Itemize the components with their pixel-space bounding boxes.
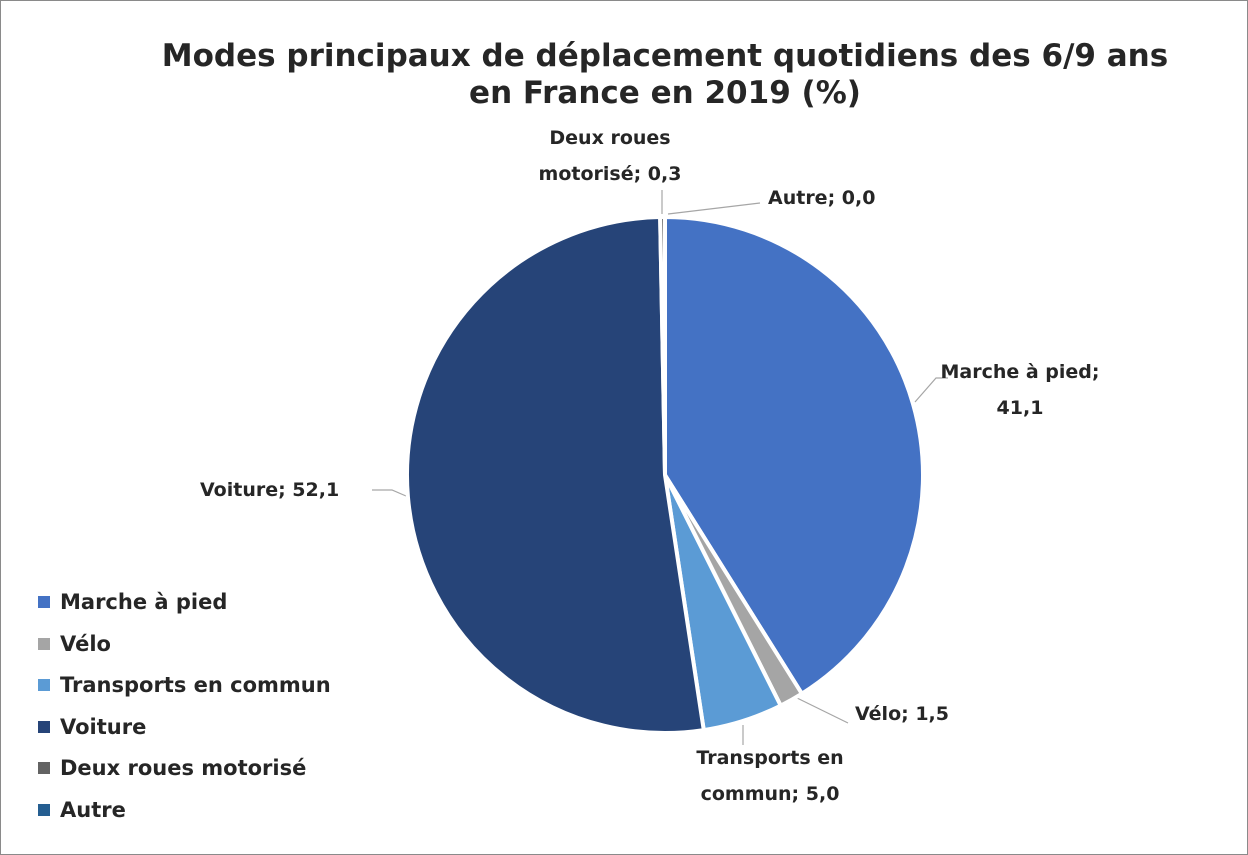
chart-title: Modes principaux de déplacement quotidie… (161, 38, 1169, 111)
legend-item: Deux roues motorisé (38, 756, 306, 780)
legend-swatch (38, 720, 50, 733)
legend-label: Transports en commun (60, 673, 331, 698)
leader-line (794, 696, 849, 724)
legend-item: Marche à pied (38, 590, 227, 614)
legend-label: Deux roues motorisé (60, 756, 307, 781)
data-label: Transports en commun; 5,0 (696, 747, 844, 805)
leader-line (372, 489, 407, 497)
leader-line (914, 377, 948, 403)
leader-lines (372, 190, 948, 745)
legend-item: Autre (38, 798, 126, 822)
data-label: Autre; 0,0 (768, 187, 876, 209)
legend-swatch (38, 804, 50, 816)
legend-label: Voiture (60, 714, 147, 739)
legend-label: Vélo (60, 631, 111, 656)
legend-item: Voiture (38, 715, 146, 739)
legend-label: Autre (60, 798, 126, 822)
legend-swatch (38, 679, 50, 692)
legend-item: Vélo (38, 632, 111, 656)
legend-swatch (38, 596, 50, 608)
data-label: Marche à pied; 41,1 (940, 361, 1100, 419)
data-label: Voiture; 52,1 (200, 479, 340, 501)
data-label: Deux roues motorisé; 0,3 (538, 127, 682, 185)
pie-slice (405, 215, 707, 735)
data-label: Vélo; 1,5 (855, 703, 949, 725)
leader-line (667, 202, 761, 215)
legend-swatch (38, 762, 50, 775)
legend-label: Marche à pied (60, 590, 228, 614)
legend-item: Transports en commun (38, 673, 331, 697)
legend-swatch (38, 637, 50, 650)
